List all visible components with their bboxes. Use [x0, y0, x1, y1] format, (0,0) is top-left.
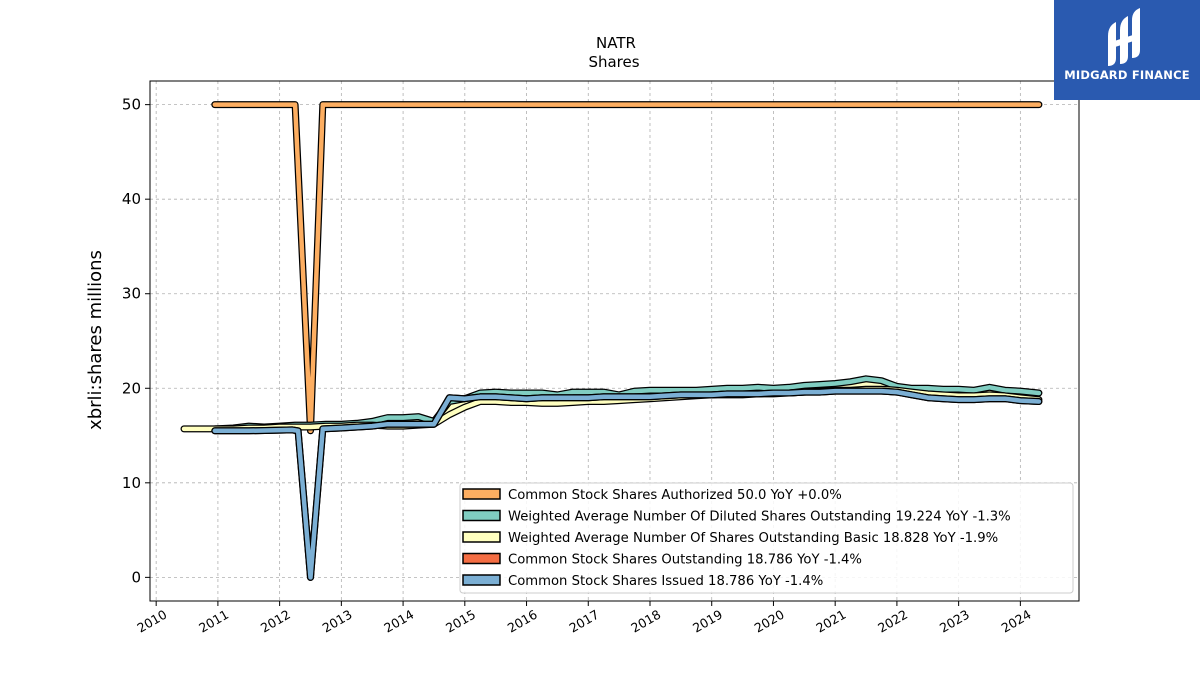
- legend: Common Stock Shares Authorized 50.0 YoY …: [459, 482, 1074, 594]
- legend-label: Weighted Average Number Of Shares Outsta…: [508, 531, 998, 546]
- legend-swatch: [462, 552, 501, 565]
- y-tick-label: 30: [122, 285, 141, 303]
- brand-mark-icon: [1108, 8, 1140, 66]
- series-line-common-stock-shares-issued: [212, 388, 1042, 580]
- x-tick-label: 2020: [752, 607, 787, 636]
- series-layer: [180, 101, 1043, 581]
- x-tick-label: 2017: [566, 607, 601, 636]
- x-tick-label: 2021: [813, 607, 848, 636]
- x-tick-label: 2024: [999, 607, 1034, 636]
- y-tick-label: 0: [131, 568, 141, 586]
- series-outline-common-stock-shares-authorized: [211, 101, 1043, 435]
- y-tick-label: 20: [122, 379, 141, 397]
- x-tick-label: 2013: [320, 607, 355, 636]
- series-line-common-stock-shares-authorized: [212, 102, 1042, 434]
- y-tick-label: 10: [122, 474, 141, 492]
- legend-swatch: [462, 531, 501, 543]
- x-tick-label: 2012: [258, 607, 293, 636]
- legend-label: Common Stock Shares Authorized 50.0 YoY …: [508, 488, 842, 503]
- legend-label: Weighted Average Number Of Diluted Share…: [508, 510, 1011, 525]
- x-tick-label: 2016: [505, 607, 540, 636]
- legend-box: [459, 482, 1074, 594]
- x-tick-label: 2022: [875, 607, 910, 636]
- y-tick-label: 50: [122, 96, 141, 114]
- chart-title: NATR: [596, 34, 636, 52]
- brand-logo: MIDGARD FINANCE: [1054, 0, 1200, 100]
- chart-subtitle: Shares: [588, 53, 639, 71]
- y-tick-label: 40: [122, 190, 141, 208]
- legend-label: Common Stock Shares Outstanding 18.786 Y…: [508, 553, 862, 568]
- x-tick-label: 2014: [381, 607, 416, 636]
- x-tick-label: 2010: [134, 607, 169, 636]
- plot-frame: [149, 80, 1080, 602]
- x-tick-label: 2015: [443, 607, 478, 636]
- legend-swatch: [462, 488, 501, 500]
- legend-swatch: [462, 509, 501, 522]
- x-tick-label: 2023: [937, 607, 972, 636]
- x-tick-label: 2019: [690, 607, 725, 636]
- x-tick-label: 2018: [628, 607, 663, 636]
- x-tick-label: 2011: [196, 607, 231, 636]
- y-axis-label: xbrli:shares millions: [85, 250, 106, 430]
- brand-name: MIDGARD FINANCE: [1064, 68, 1190, 82]
- legend-swatch: [462, 574, 501, 586]
- legend-label: Common Stock Shares Issued 18.786 YoY -1…: [508, 574, 823, 589]
